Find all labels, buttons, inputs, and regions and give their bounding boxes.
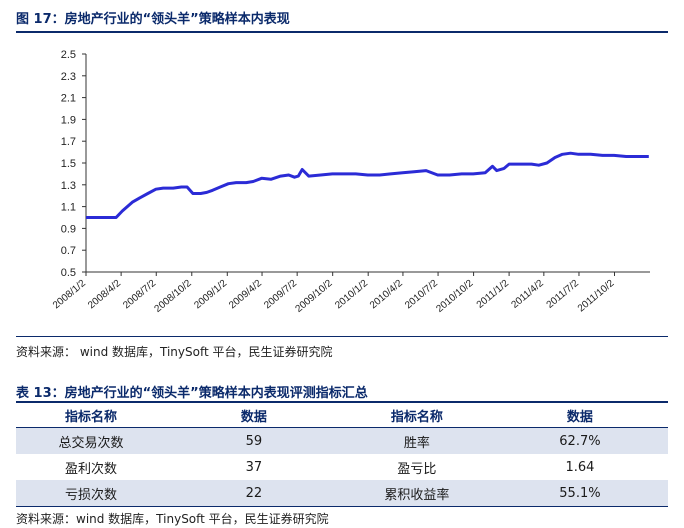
x-tick-label: 2008/4/2 <box>86 278 123 312</box>
series-line <box>86 151 649 219</box>
table-header-row: 指标名称 数据 指标名称 数据 <box>16 403 668 428</box>
cell-metric-name: 胜率 <box>341 427 492 454</box>
x-tick-label: 2011/4/2 <box>509 278 546 311</box>
figure-source: 资料来源： wind 数据库，TinySoft 平台，民生证券研究院 <box>16 345 333 359</box>
y-tick-label: 1.9 <box>61 114 76 126</box>
x-tick-label: 2009/4/2 <box>227 278 264 312</box>
x-tick-label: 2010/4/2 <box>368 278 405 312</box>
header-value-2: 数据 <box>491 403 668 428</box>
y-tick-label: 1.5 <box>61 158 76 170</box>
figure-title: 图 17：房地产行业的“领头羊”策略样本内表现 <box>16 12 290 27</box>
table-row: 盈利次数 37 盈亏比 1.64 <box>16 454 668 480</box>
table-row: 亏损次数 22 累积收益率 55.1% <box>16 480 668 507</box>
cell-value: 22 <box>166 480 342 507</box>
cell-metric-name: 累积收益率 <box>341 480 492 507</box>
header-value-1: 数据 <box>166 403 342 428</box>
cell-metric-name: 盈亏比 <box>397 461 437 477</box>
cumulative-return-line-chart: 2.5 2.3 2.1 1.9 1.7 1.5 1.3 1.1 0.9 0.7 0.5 2008/1… <box>51 49 650 315</box>
y-tick-label: 0.7 <box>61 245 76 257</box>
header-metric-name-1: 指标名称 <box>16 403 167 428</box>
x-tick-label: 2008/10/2 <box>153 278 194 315</box>
x-tick-label: 2008/1/2 <box>51 278 88 312</box>
header-metric-name-2: 指标名称 <box>341 403 492 428</box>
table-row: 总交易次数 59 胜率 62.7% <box>16 427 668 454</box>
figure-bottom-rule <box>16 336 668 337</box>
table-source: 资料来源：wind 数据库，TinySoft 平台，民生证券研究院 <box>16 512 329 526</box>
table-title: 表 13：房地产行业的“领头羊”策略样本内表现评测指标汇总 <box>16 386 368 401</box>
x-tick-label: 2009/1/2 <box>192 278 229 312</box>
x-tick-label: 2011/10/2 <box>576 278 617 315</box>
table-title-rule <box>16 401 668 403</box>
cell-metric-name: 亏损次数 <box>16 480 167 507</box>
cell-value: 1.64 <box>565 459 595 475</box>
y-tick-label: 2.5 <box>61 49 76 61</box>
cell-metric-name: 盈利次数 <box>65 461 118 477</box>
x-tick-label: 2009/10/2 <box>293 278 334 315</box>
y-tick-label: 1.7 <box>61 136 76 148</box>
x-tick-label: 2011/1/2 <box>475 278 512 311</box>
y-tick-label: 1.3 <box>61 180 76 192</box>
y-tick-label: 0.5 <box>61 267 76 279</box>
metrics-table: 指标名称 数据 指标名称 数据 总交易次数 59 胜率 62.7% 盈利次数 3… <box>16 403 668 507</box>
cell-metric-name: 总交易次数 <box>16 427 167 454</box>
x-tick-label: 2010/10/2 <box>434 278 475 315</box>
cell-value: 55.1% <box>491 480 668 507</box>
x-tick-label: 2010/1/2 <box>333 278 370 312</box>
y-tick-label: 2.3 <box>61 71 76 83</box>
cell-value: 62.7% <box>491 427 668 454</box>
y-tick-label: 1.1 <box>61 202 76 214</box>
cell-value: 59 <box>166 427 342 454</box>
y-tick-label: 2.1 <box>61 93 76 105</box>
y-tick-label: 0.9 <box>61 223 76 235</box>
cell-value: 37 <box>245 459 263 475</box>
figure-title-rule <box>16 31 668 33</box>
